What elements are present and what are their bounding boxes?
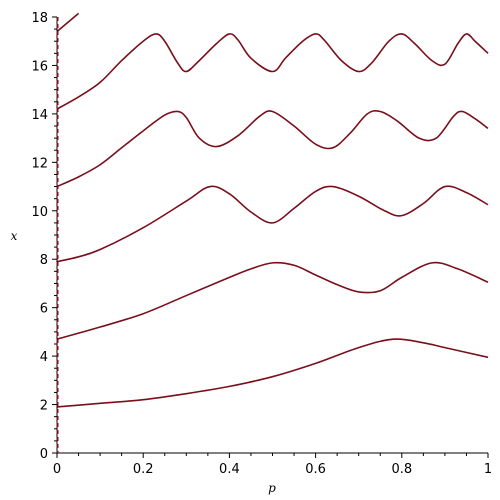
x-tick-label: 0.4: [219, 462, 240, 477]
series-line-4: [56, 109, 489, 188]
curves-group: [56, 12, 489, 408]
y-tick-label: 8: [40, 253, 48, 268]
y-tick-label: 14: [31, 108, 48, 123]
y-tick-label: 6: [40, 302, 48, 317]
y-axis-label: x: [11, 229, 18, 243]
x-axis-label: p: [268, 481, 276, 495]
y-tick-label: 10: [31, 205, 48, 220]
axes-group: [56, 17, 488, 454]
x-tick-label: 0: [53, 462, 61, 477]
x-tick-label: 0.8: [391, 462, 412, 477]
y-tick-label: 16: [31, 59, 48, 74]
y-tick-label: 4: [40, 350, 48, 365]
y-tick-label: 12: [31, 156, 48, 171]
x-tick-label: 0.6: [305, 462, 326, 477]
series-line-1: [56, 338, 489, 408]
y-tick-label: 0: [40, 447, 48, 462]
y-tick-label: 18: [31, 11, 48, 26]
series-line-6: [56, 12, 80, 33]
series-line-3: [56, 185, 489, 263]
series-line-2: [56, 261, 489, 340]
series-line-5: [56, 33, 489, 110]
x-tick-label: 1: [484, 462, 492, 477]
y-tick-label: 2: [40, 399, 48, 414]
x-tick-label: 0.2: [133, 462, 154, 477]
